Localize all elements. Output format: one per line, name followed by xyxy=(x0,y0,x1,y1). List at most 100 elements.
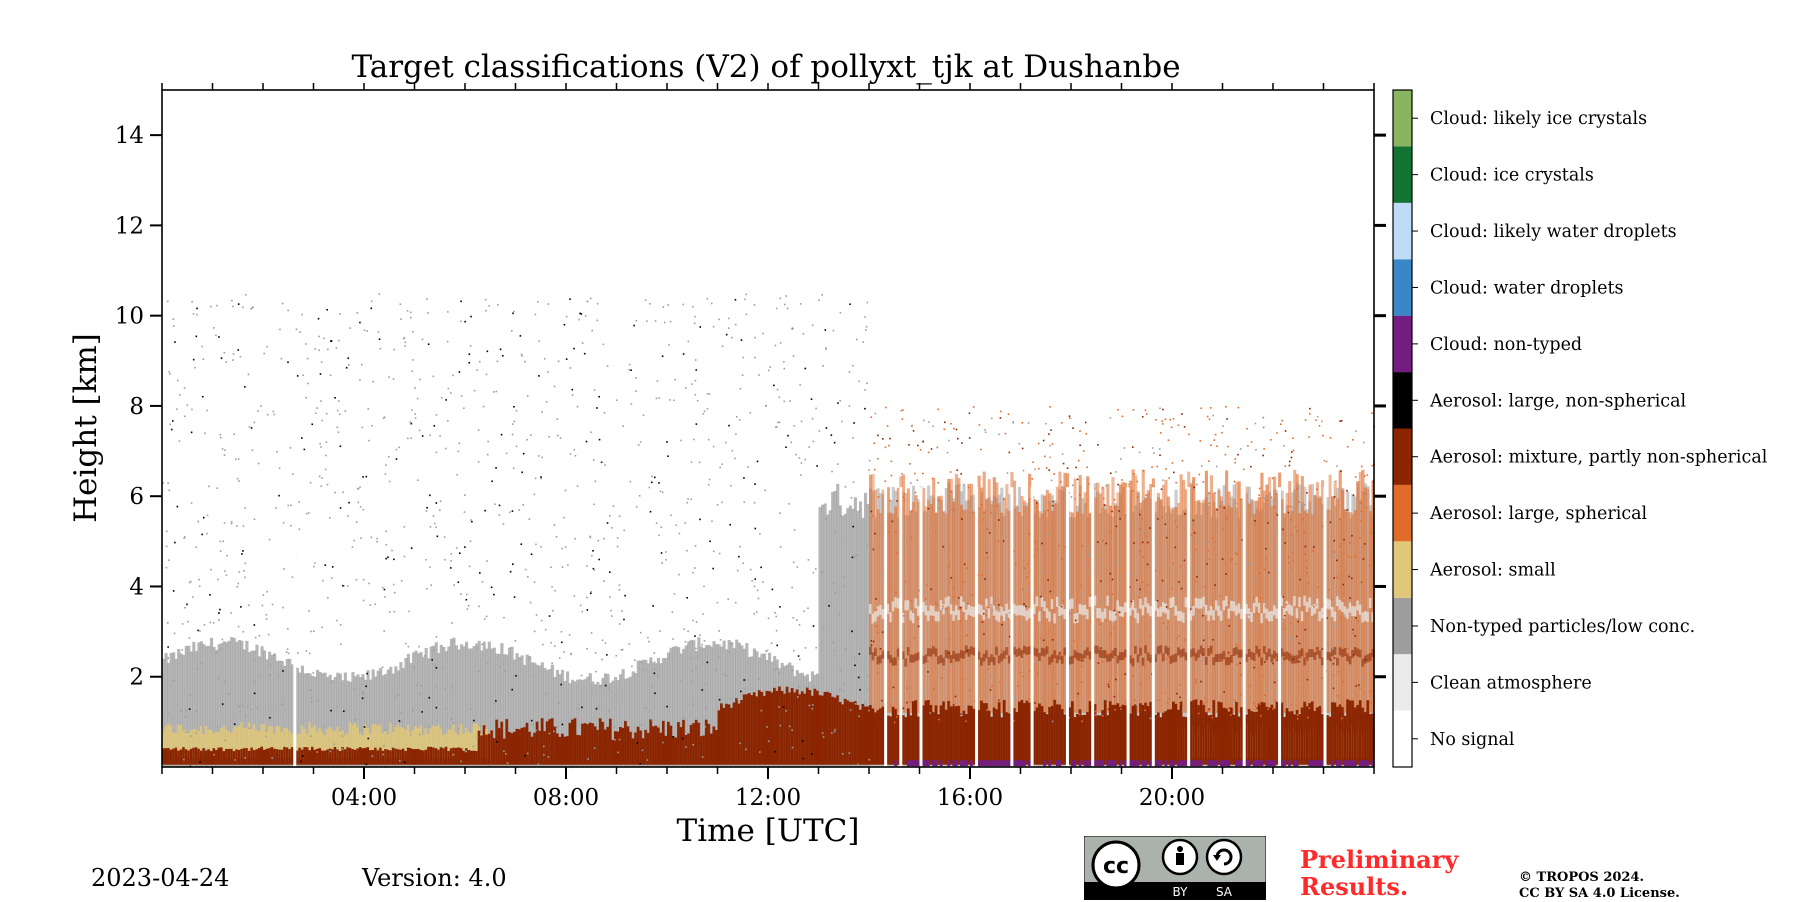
heatmap-speck xyxy=(319,442,321,445)
heatmap-cell xyxy=(995,760,999,767)
date-label: 2023-04-24 xyxy=(91,864,230,892)
heatmap-speck xyxy=(798,686,800,688)
heatmap-cell xyxy=(1270,506,1274,713)
heatmap-speck xyxy=(833,441,836,444)
heatmap-speck xyxy=(1213,439,1216,441)
heatmap-speck xyxy=(379,347,382,350)
heatmap-speck xyxy=(1333,657,1336,659)
heatmap-cell xyxy=(457,735,461,758)
heatmap-cell xyxy=(916,498,921,767)
heatmap-speck xyxy=(1346,445,1349,448)
heatmap-speck xyxy=(570,653,573,656)
heatmap-cell xyxy=(886,603,890,614)
heatmap-speck xyxy=(1117,408,1119,411)
heatmap-cell xyxy=(613,731,618,765)
heatmap-speck xyxy=(347,357,350,359)
heatmap-cell xyxy=(924,760,928,767)
heatmap-speck xyxy=(530,719,533,722)
heatmap-cell xyxy=(644,659,648,767)
heatmap-speck xyxy=(1298,501,1300,504)
heatmap-cell xyxy=(1273,760,1277,767)
heatmap-speck xyxy=(1180,587,1183,590)
heatmap-cell xyxy=(949,654,953,663)
heatmap-speck xyxy=(275,507,277,509)
heatmap-speck xyxy=(1341,717,1343,720)
heatmap-cell xyxy=(1111,704,1115,765)
heatmap-speck xyxy=(604,642,607,644)
heatmap-cell xyxy=(290,664,294,767)
heatmap-cell xyxy=(1129,713,1133,765)
heatmap-cell xyxy=(990,760,994,767)
heatmap-speck xyxy=(598,438,601,441)
heatmap-cell xyxy=(1267,492,1272,767)
heatmap-cell xyxy=(1245,760,1249,767)
heatmap-cell xyxy=(384,749,388,765)
heatmap-speck xyxy=(680,439,682,442)
heatmap-speck xyxy=(231,299,233,302)
heatmap-speck xyxy=(399,712,402,714)
heatmap-speck xyxy=(1058,544,1060,547)
heatmap-cell xyxy=(934,705,938,765)
heatmap-cell xyxy=(717,644,721,767)
heatmap-speck xyxy=(990,675,993,677)
heatmap-speck xyxy=(1362,558,1365,560)
heatmap-speck xyxy=(1159,454,1161,457)
heatmap-cell xyxy=(871,652,875,661)
heatmap-speck xyxy=(1239,532,1241,535)
heatmap-cell xyxy=(1298,597,1302,608)
heatmap-speck xyxy=(998,699,1000,702)
heatmap-cell xyxy=(268,651,272,767)
heatmap-speck xyxy=(357,488,360,490)
heatmap-cell xyxy=(528,655,532,767)
heatmap-speck xyxy=(1252,702,1255,704)
heatmap-speck xyxy=(1234,551,1237,554)
heatmap-speck xyxy=(749,412,752,414)
heatmap-cell xyxy=(1235,760,1239,767)
heatmap-speck xyxy=(606,654,608,656)
heatmap-cell xyxy=(417,728,421,758)
heatmap-speck xyxy=(488,764,491,767)
heatmap-speck xyxy=(611,526,613,529)
heatmap-speck xyxy=(1223,691,1225,694)
heatmap-speck xyxy=(366,672,368,675)
heatmap-speck xyxy=(385,557,387,560)
heatmap-cell xyxy=(437,749,441,765)
heatmap-speck xyxy=(573,595,576,597)
heatmap-cell xyxy=(1280,760,1284,767)
heatmap-cell xyxy=(1212,700,1216,765)
heatmap-cell xyxy=(959,650,964,659)
heatmap-cell xyxy=(1177,709,1181,765)
heatmap-speck xyxy=(866,545,868,547)
heatmap-speck xyxy=(312,630,315,633)
heatmap-cell xyxy=(1144,760,1148,767)
heatmap-cell xyxy=(1063,609,1067,620)
heatmap-cell xyxy=(826,514,830,767)
heatmap-speck xyxy=(540,477,542,480)
heatmap-speck xyxy=(686,501,688,504)
heatmap-speck xyxy=(219,436,222,439)
heatmap-speck xyxy=(1170,426,1173,429)
heatmap-cell xyxy=(209,637,214,767)
heatmap-speck xyxy=(593,747,596,750)
heatmap-cell xyxy=(1055,503,1059,767)
heatmap-cell xyxy=(858,709,863,765)
heatmap-speck xyxy=(1264,605,1266,607)
heatmap-speck xyxy=(1155,418,1157,421)
heatmap-speck xyxy=(812,685,815,688)
heatmap-speck xyxy=(545,692,547,695)
heatmap-speck xyxy=(1225,517,1228,520)
heatmap-cell xyxy=(1081,605,1085,616)
heatmap-speck xyxy=(476,735,479,738)
heatmap-cell xyxy=(1219,702,1224,765)
heatmap-speck xyxy=(569,453,572,455)
heatmap-speck xyxy=(174,341,176,343)
heatmap-speck xyxy=(674,378,676,381)
heatmap-speck xyxy=(188,581,191,584)
heatmap-cell xyxy=(1343,715,1347,765)
heatmap-speck xyxy=(1057,643,1059,645)
heatmap-speck xyxy=(1341,681,1344,683)
heatmap-speck xyxy=(870,416,873,419)
heatmap-cell xyxy=(298,733,302,758)
heatmap-speck xyxy=(854,703,857,705)
heatmap-cell xyxy=(1149,484,1153,713)
